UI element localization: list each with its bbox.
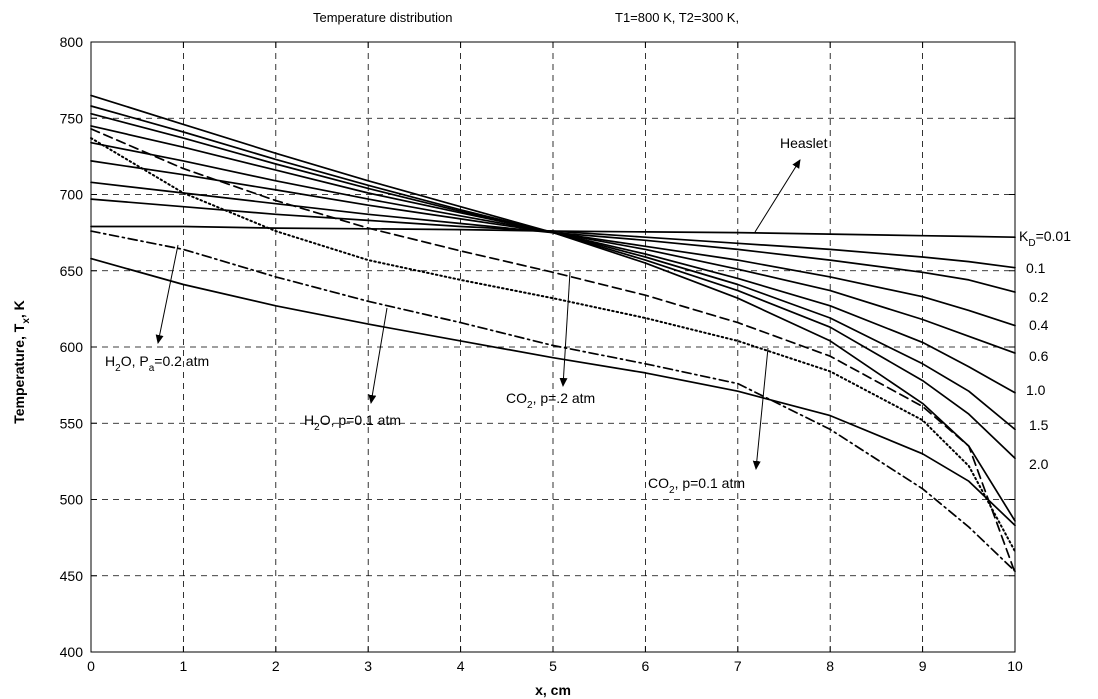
x-axis-label: x, cm	[535, 682, 571, 698]
co2-01-label: CO2, p=0.1 atm	[648, 475, 745, 496]
series-line-12	[90, 257, 1016, 527]
y-tick-label: 400	[60, 644, 84, 660]
x-tick-label: 8	[826, 658, 834, 674]
series-line-2	[90, 181, 1016, 293]
grid	[91, 42, 1015, 652]
series-line-11	[90, 230, 1016, 573]
y-tick-label: 700	[60, 187, 84, 203]
kd-label: KD=0.01	[1019, 228, 1071, 249]
y-tick-label: 600	[60, 339, 84, 355]
heaslet-arrow	[754, 159, 801, 233]
y-tick-label: 750	[60, 110, 84, 126]
series-line-0	[90, 225, 1016, 239]
chart-title: Temperature distribution	[313, 10, 452, 25]
heaslet-label: Heaslet	[780, 135, 828, 151]
series-line-9	[90, 128, 1016, 574]
kd-label-1-0: 1.0	[1026, 382, 1046, 398]
x-tick-label: 4	[457, 658, 465, 674]
y-tick-label: 500	[60, 492, 84, 508]
y-axis-label: Temperature, Tx, K	[11, 300, 32, 424]
series-line-3	[90, 160, 1016, 327]
kd-label-2-0: 2.0	[1029, 456, 1049, 472]
h2o-02-label: H2O, Pa=0.2 atm	[105, 353, 209, 374]
y-tick-label: 650	[60, 263, 84, 279]
x-tick-label: 5	[549, 658, 557, 674]
h2o-01-arrow	[368, 307, 388, 404]
series-line-10	[90, 137, 1016, 553]
kd-label-0-6: 0.6	[1029, 348, 1049, 364]
x-tick-label: 0	[87, 658, 95, 674]
kd-label-0-2: 0.2	[1029, 289, 1049, 305]
x-tick-label: 6	[642, 658, 650, 674]
co2-02-label: CO2, p=.2 atm	[506, 390, 595, 411]
x-tick-label: 10	[1007, 658, 1023, 674]
kd-label-1-5: 1.5	[1029, 417, 1049, 433]
h2o-01-label: H2O, p=0.1 atm	[304, 412, 401, 433]
y-tick-label: 450	[60, 568, 84, 584]
series-group	[90, 94, 1016, 574]
x-tick-label: 3	[364, 658, 372, 674]
series-line-8	[90, 94, 1016, 522]
series-line-5	[90, 125, 1016, 394]
kd-label-0-1: 0.1	[1026, 260, 1046, 276]
series-line-1	[90, 198, 1016, 269]
tick-labels: 0 1 2 3 4 5 6 7 8 9 10 400 450 500 550 600 650 700 750 800	[60, 34, 1023, 674]
chart-subtitle: T1=800 K, T2=300 K,	[615, 10, 739, 25]
series-line-4	[90, 141, 1016, 354]
x-tick-label: 9	[919, 658, 927, 674]
series-line-7	[90, 105, 1016, 460]
series-line-6	[90, 112, 1016, 431]
x-tick-label: 2	[272, 658, 280, 674]
x-tick-label: 1	[180, 658, 188, 674]
kd-label-0-4: 0.4	[1029, 317, 1049, 333]
x-tick-label: 7	[734, 658, 742, 674]
y-tick-label: 550	[60, 415, 84, 431]
y-tick-label: 800	[60, 34, 84, 50]
co2-01-arrow	[752, 347, 769, 470]
co2-02-arrow	[559, 271, 571, 387]
h2o-02-arrow	[155, 244, 179, 344]
